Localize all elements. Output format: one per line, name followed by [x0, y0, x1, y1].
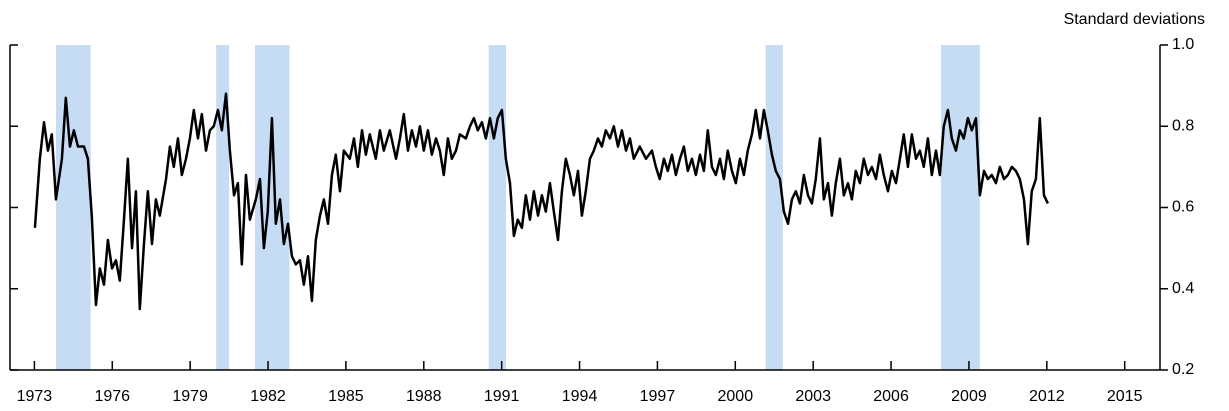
x-tick-label: 1976 [94, 388, 130, 405]
x-tick-label: 1994 [562, 388, 598, 405]
x-tick-label: 2009 [951, 388, 987, 405]
recession-band [765, 45, 783, 370]
y-tick-label: 1.0 [1172, 36, 1194, 53]
x-tick-label: 1973 [17, 388, 53, 405]
x-tick-label: 2000 [718, 388, 754, 405]
x-tick-label: 2012 [1029, 388, 1065, 405]
x-tick-label: 2006 [873, 388, 909, 405]
data-line [33, 92, 1049, 311]
y-tick-label: 0.2 [1172, 361, 1194, 378]
y-tick-label: 0.4 [1172, 280, 1194, 297]
series [33, 92, 1049, 311]
x-tick-label: 1985 [328, 388, 364, 405]
recession-bands [55, 45, 980, 370]
x-tick-label: 2003 [795, 388, 831, 405]
y-tick-label: 0.6 [1172, 199, 1194, 216]
x-tick-label: 1979 [172, 388, 208, 405]
axes: 0.2 0.4 0.6 0.8 1.0 1973 1976 1979 1982 1985 1988 1… [9, 36, 1194, 405]
x-tick-label: 1991 [484, 388, 520, 405]
recession-band [488, 45, 507, 370]
x-tick-label: 1982 [250, 388, 286, 405]
recession-band [55, 45, 91, 370]
recession-band [255, 45, 290, 370]
x-tick-label: 2015 [1107, 388, 1143, 405]
axis-unit-title: Standard deviations [1064, 11, 1205, 28]
recession-band [216, 45, 230, 370]
recession-band [940, 45, 980, 370]
x-tick-label: 1997 [640, 388, 676, 405]
y-tick-label: 0.8 [1172, 117, 1194, 134]
x-tick-label: 1988 [406, 388, 442, 405]
